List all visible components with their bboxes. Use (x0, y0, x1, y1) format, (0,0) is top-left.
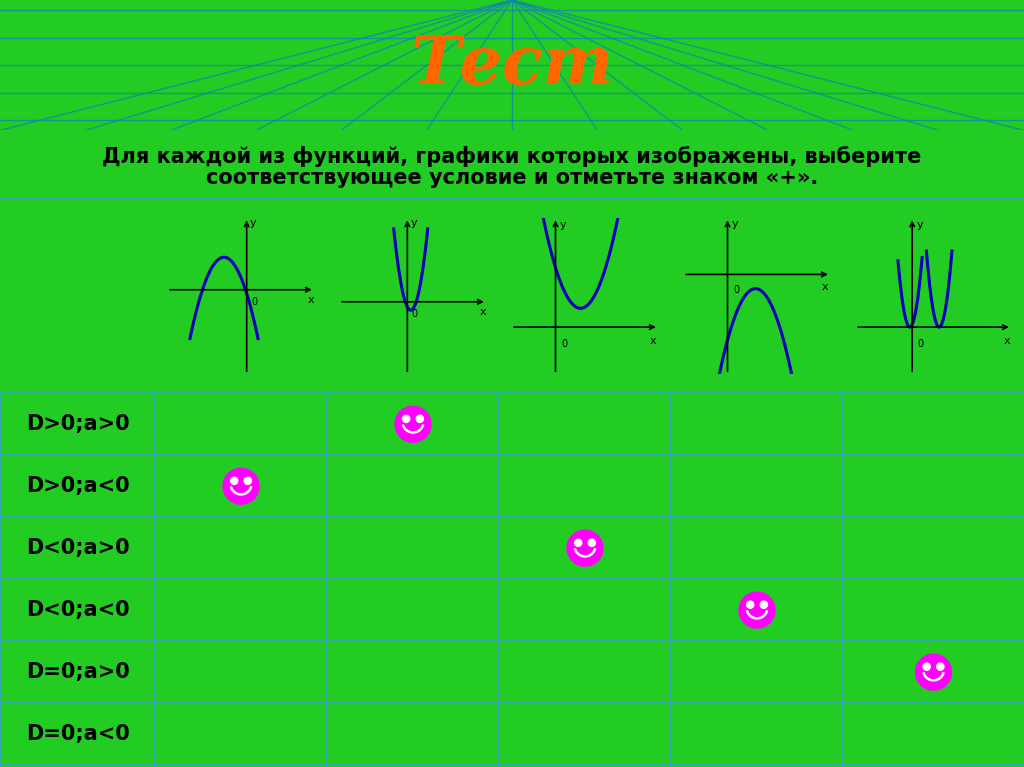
Circle shape (567, 530, 603, 566)
Text: D>0;a>0: D>0;a>0 (26, 414, 129, 434)
Circle shape (416, 415, 424, 423)
Text: D=0;a>0: D=0;a>0 (26, 662, 129, 682)
Circle shape (923, 663, 930, 670)
Text: x: x (1004, 336, 1010, 347)
Circle shape (937, 663, 944, 670)
Circle shape (588, 539, 595, 546)
Text: x: x (650, 336, 656, 347)
Text: y: y (560, 220, 566, 230)
Circle shape (245, 477, 252, 485)
Text: Тест: Тест (411, 33, 613, 97)
Circle shape (223, 468, 259, 504)
Circle shape (395, 407, 431, 443)
Text: y: y (916, 220, 923, 230)
Text: 0: 0 (561, 340, 567, 350)
Text: x: x (822, 282, 828, 292)
Text: D=0;a<0: D=0;a<0 (26, 724, 129, 744)
Text: D<0;a<0: D<0;a<0 (26, 600, 129, 620)
Text: y: y (411, 218, 418, 228)
Text: x: x (480, 307, 486, 317)
Text: x: x (308, 295, 314, 305)
Text: соответствующее условие и отметьте знаком «+».: соответствующее условие и отметьте знако… (206, 169, 818, 189)
Text: 0: 0 (412, 309, 418, 320)
Circle shape (574, 539, 582, 546)
Text: Для каждой из функций, графики которых изображены, выберите: Для каждой из функций, графики которых и… (102, 146, 922, 167)
Circle shape (915, 654, 951, 690)
Circle shape (739, 592, 775, 628)
Text: 0: 0 (733, 285, 739, 295)
Circle shape (230, 477, 238, 485)
Text: D<0;a>0: D<0;a>0 (26, 538, 129, 558)
Circle shape (746, 601, 754, 608)
Text: 0: 0 (918, 340, 924, 350)
Text: 0: 0 (251, 298, 257, 308)
Text: y: y (732, 219, 738, 229)
Text: D>0;a<0: D>0;a<0 (26, 476, 129, 496)
Text: y: y (250, 218, 257, 228)
Circle shape (760, 601, 767, 608)
Circle shape (402, 415, 410, 423)
